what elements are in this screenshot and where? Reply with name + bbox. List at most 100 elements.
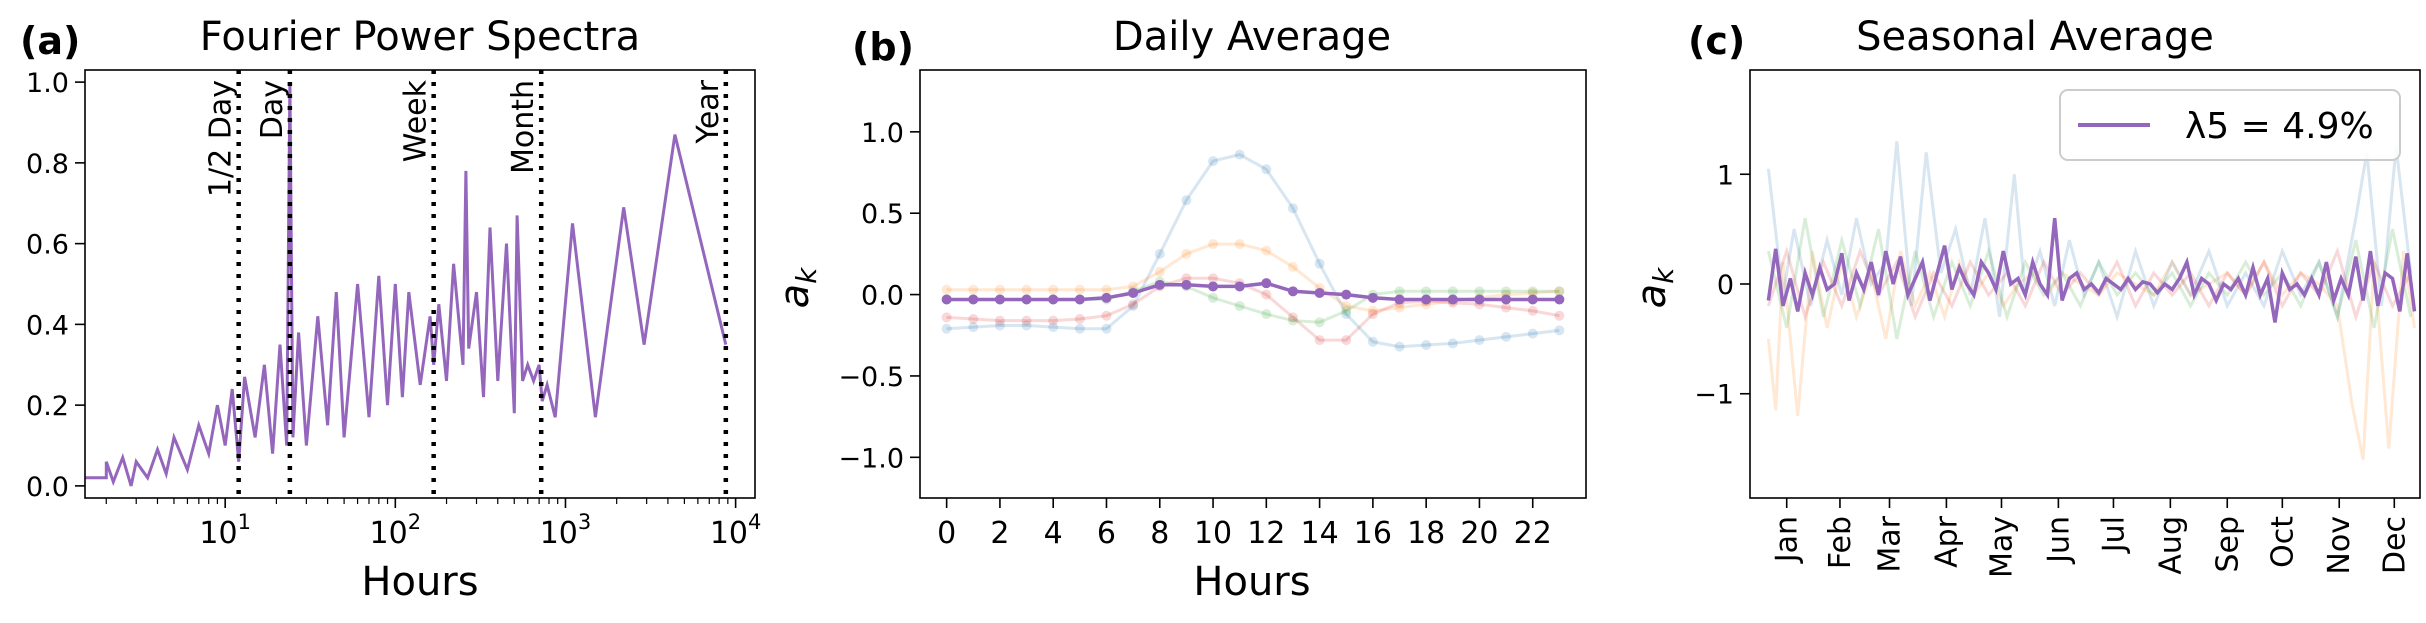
- daily-series-3-point: [1101, 310, 1112, 321]
- x-tick-label-10: 20: [1460, 516, 1498, 551]
- x-tick-label-0: 101: [199, 510, 251, 551]
- daily-series-0-point: [1367, 336, 1378, 347]
- daily-series-2-point: [1341, 305, 1352, 316]
- daily-series-2-point: [1554, 286, 1565, 297]
- daily-series-3-point: [1501, 302, 1512, 313]
- panel-b-y-ticks: 1.0 0.5 0.0 −0.5 −1.0: [838, 118, 920, 474]
- panel-a-y-ticks: 0.0 0.2 0.4 0.6 0.8 1.0: [26, 68, 85, 503]
- daily-series-3-point: [1074, 313, 1085, 324]
- daily-series-1-point: [1554, 286, 1565, 297]
- x-tick-label-9: 18: [1407, 516, 1445, 551]
- marker-label-0: 1/2 Day: [204, 80, 239, 197]
- daily-series-4-point: [1048, 294, 1059, 305]
- daily-series-3-point: [1554, 310, 1565, 321]
- daily-series-1-point: [1101, 284, 1112, 295]
- x-tick-label-7: Aug: [2153, 516, 2188, 575]
- daily-series-0-point: [1101, 323, 1112, 334]
- x-tick-label-1: 2: [990, 516, 1009, 551]
- seasonal-series-line-4: [1766, 218, 2417, 323]
- panel-c-x-ticks: Jan Feb Mar Apr May Jun Jul Aug Sep Oct Nov Dec: [1770, 498, 2412, 578]
- x-tick-label-3: Apr: [1929, 515, 1964, 568]
- panel-a-x-axis-label: Hours: [361, 559, 478, 605]
- panel-c-y-ticks: 1 0 −1: [1694, 160, 1750, 411]
- daily-series-3-point: [1208, 273, 1219, 284]
- seasonal-series-line-1: [1766, 250, 2416, 460]
- y-tick-label-2: 0.0: [861, 281, 904, 312]
- daily-series-1-point: [1021, 284, 1032, 295]
- daily-series-2-point: [1527, 286, 1538, 297]
- daily-series-line-0: [946, 153, 1560, 349]
- daily-series-1-point: [1367, 305, 1378, 316]
- daily-series-4-point: [1474, 294, 1485, 305]
- x-tick-label-3: 6: [1097, 516, 1116, 551]
- daily-series-4-point: [1074, 294, 1085, 305]
- daily-series-0-point: [968, 322, 979, 333]
- daily-series-4-point: [1021, 294, 1032, 305]
- x-tick-label-8: Sep: [2210, 516, 2245, 573]
- panel-b-title: Daily Average: [1113, 14, 1391, 60]
- x-tick-label-2: 4: [1044, 516, 1063, 551]
- daily-series-0-point: [1234, 149, 1245, 160]
- daily-series-3-point: [941, 312, 952, 323]
- panel-b-axes-frame: [919, 69, 1587, 499]
- daily-series-0-point: [994, 320, 1005, 331]
- daily-series-3-point: [1048, 315, 1059, 326]
- daily-series-1-point: [941, 284, 952, 295]
- panel-c-title: Seasonal Average: [1856, 14, 2214, 60]
- daily-series-1-point: [1341, 300, 1352, 311]
- x-tick-label-1: Feb: [1823, 516, 1858, 569]
- daily-series-0-point: [1527, 328, 1538, 339]
- panel-a-axes-frame: [84, 69, 756, 499]
- daily-series-0-point: [1447, 338, 1458, 349]
- daily-series-2-point: [1421, 286, 1432, 297]
- x-tick-label-6: 12: [1247, 516, 1285, 551]
- y-tick-label-4: 0.8: [26, 149, 69, 180]
- x-tick-label-2: 103: [540, 510, 592, 551]
- x-tick-label-3: 104: [710, 510, 762, 551]
- daily-series-0-point: [1181, 195, 1192, 206]
- daily-series-3-point: [1314, 335, 1325, 346]
- y-tick-label-2: −1: [1694, 380, 1734, 411]
- y-tick-label-1: 0.2: [26, 391, 69, 422]
- daily-series-1-point: [1154, 266, 1165, 277]
- daily-series-1-point: [1074, 284, 1085, 295]
- daily-series-4-point: [1101, 292, 1112, 303]
- daily-series-1-point: [968, 284, 979, 295]
- daily-series-0-point: [1501, 331, 1512, 342]
- daily-series-1-point: [1394, 302, 1405, 313]
- daily-series-0-point: [1421, 340, 1432, 351]
- daily-series-3-point: [1367, 309, 1378, 320]
- daily-series-0-point: [1074, 323, 1085, 334]
- panel-a: (a) Fourier Power Spectra 1/2 Day Day Week…: [20, 14, 761, 605]
- daily-series-4-point: [994, 294, 1005, 305]
- marker-label-1: Day: [255, 80, 290, 139]
- daily-series-4-point: [1554, 294, 1565, 305]
- x-tick-label-10: Nov: [2322, 516, 2357, 575]
- marker-label-4: Year: [691, 79, 726, 144]
- daily-series-2-point: [1261, 309, 1272, 320]
- daily-series-4-point: [1234, 281, 1245, 292]
- x-tick-label-9: Oct: [2265, 516, 2300, 568]
- panel-c-label: (c): [1688, 19, 1745, 63]
- daily-series-4-point: [968, 294, 979, 305]
- daily-series-3-point: [1527, 305, 1538, 316]
- daily-series-1-point: [994, 284, 1005, 295]
- seasonal-series-line-2: [1766, 217, 2413, 340]
- daily-series-4-point: [1287, 286, 1298, 297]
- daily-series-0-point: [1128, 300, 1139, 311]
- daily-series-0-point: [1048, 322, 1059, 333]
- daily-series-4-point: [1314, 287, 1325, 298]
- x-tick-label-8: 16: [1354, 516, 1392, 551]
- panel-c: (c) Seasonal Average Jan Feb Mar Apr May Jun J…: [1629, 14, 2421, 578]
- daily-series-1-point: [1181, 248, 1192, 259]
- daily-series-0-point: [1474, 335, 1485, 346]
- daily-series-0-point: [1287, 203, 1298, 214]
- daily-series-1-point: [1048, 284, 1059, 295]
- y-tick-label-5: 1.0: [26, 68, 69, 99]
- daily-series-2-point: [1234, 300, 1245, 311]
- x-tick-label-2: Mar: [1873, 515, 1908, 572]
- x-tick-label-11: 22: [1514, 516, 1552, 551]
- y-tick-label-0: 1: [1717, 160, 1734, 191]
- legend-label: λ5 = 4.9%: [2185, 106, 2374, 147]
- y-tick-label-0: 0.0: [26, 472, 69, 503]
